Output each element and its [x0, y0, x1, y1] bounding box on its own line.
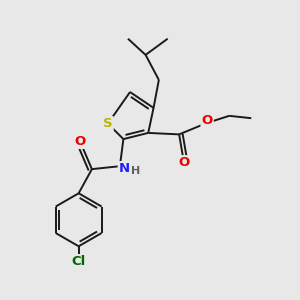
Text: Cl: Cl: [71, 255, 86, 268]
Text: O: O: [202, 114, 213, 127]
Text: S: S: [103, 117, 113, 130]
Text: O: O: [74, 135, 86, 148]
Text: H: H: [130, 167, 140, 176]
Text: O: O: [178, 156, 189, 169]
Text: N: N: [119, 162, 130, 175]
